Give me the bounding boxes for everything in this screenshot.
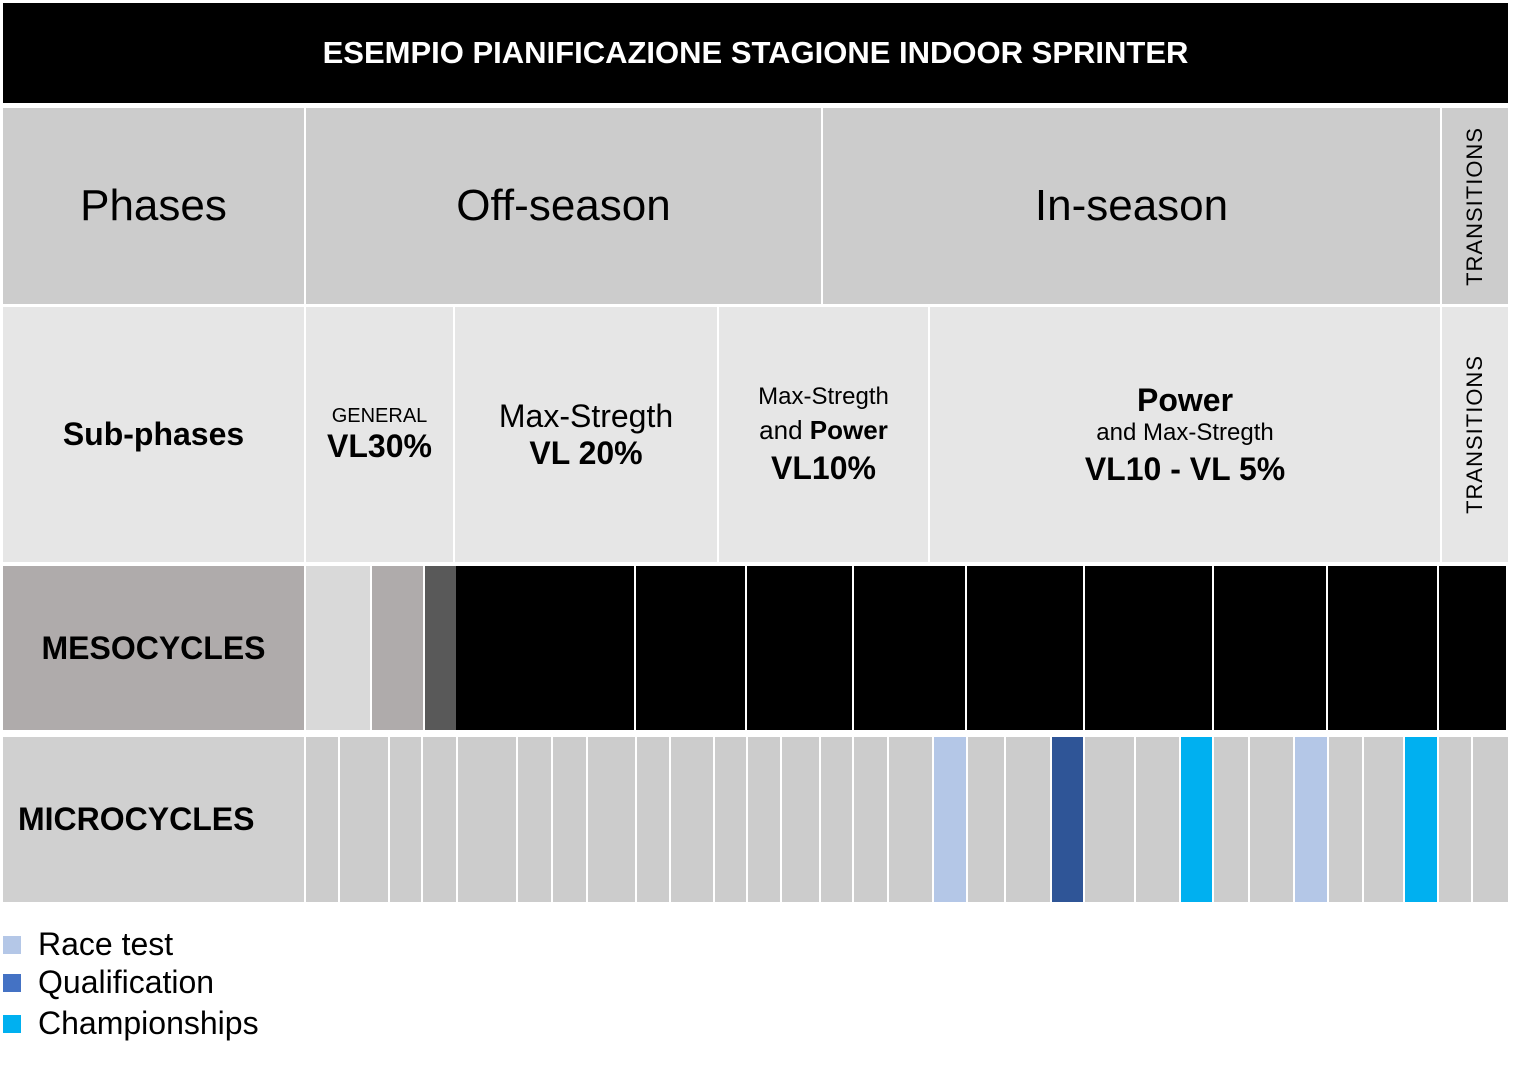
subphase-line: and Max-Stregth [1096, 418, 1274, 446]
mesocycle [1214, 566, 1326, 730]
microcycle [1214, 737, 1248, 902]
microcycle [748, 737, 780, 902]
subphases-label: Sub-phases [62, 416, 245, 452]
microcycle [1006, 737, 1050, 902]
microcycles-label: MICROCYCLES [18, 801, 255, 837]
microcycle [306, 737, 338, 902]
title-bar: ESEMPIO PIANIFICAZIONE STAGIONE INDOOR S… [3, 3, 1508, 103]
microcycle [1136, 737, 1179, 902]
subphase-line: VL10 - VL 5% [1084, 450, 1286, 487]
microcycle [1329, 737, 1362, 902]
microcycle [782, 737, 819, 902]
subphase-word: and [759, 414, 803, 445]
subphase-line: Max-Stregth [498, 397, 674, 434]
phase-cell: In-season [823, 108, 1440, 304]
microcycle [1295, 737, 1327, 902]
microcycle [715, 737, 746, 902]
mesocycle [747, 566, 852, 730]
phase-cell: Off-season [306, 108, 821, 304]
microcycle [1052, 737, 1083, 902]
legend-label: Race test [38, 926, 174, 962]
microcycle [889, 737, 932, 902]
mesocycle [967, 566, 1083, 730]
phases-label-cell: Phases [3, 108, 304, 304]
microcycle [854, 737, 887, 902]
subphase-line: Power [1136, 381, 1234, 418]
microcycle [968, 737, 1004, 902]
microcycle [588, 737, 635, 902]
mesocycle [1439, 566, 1506, 730]
microcycle [1181, 737, 1212, 902]
microcycle [1439, 737, 1471, 902]
microcycle [390, 737, 421, 902]
subphase-cell: Max-Stregth VL 20% [455, 307, 717, 562]
subphase-line: VL30% [327, 427, 432, 464]
microcycle [1364, 737, 1403, 902]
legend-label: Qualification [38, 964, 215, 1000]
phase: Off-season [456, 181, 671, 230]
transitions-cell: TRANSITIONS [1442, 307, 1508, 562]
mesocycle [456, 566, 634, 730]
subphase-cell: Max-Stregth and Power VL10% [719, 307, 928, 562]
microcycle [934, 737, 966, 902]
microcycles-label-cell: MICROCYCLES [3, 737, 304, 902]
microcycle [1405, 737, 1437, 902]
transitions-cell: TRANSITIONS [1442, 108, 1508, 304]
microcycle [1250, 737, 1293, 902]
microcycle [518, 737, 551, 902]
transitions: TRANSITIONS [1462, 355, 1487, 514]
microcycle [1473, 737, 1508, 902]
legend-label: Championships [38, 1005, 259, 1041]
phase: In-season [1034, 181, 1229, 230]
microcycle [340, 737, 388, 902]
subphase-line: GENERAL [331, 404, 428, 427]
legend-item: Race test [3, 926, 173, 963]
mesocycle [636, 566, 745, 730]
microcycle [821, 737, 852, 902]
subphase-cell: Power and Max-Stregth VL10 - VL 5% [930, 307, 1440, 562]
microcycle [553, 737, 586, 902]
mesocycle [372, 566, 423, 730]
transitions: TRANSITIONS [1462, 126, 1487, 286]
microcycle [423, 737, 456, 902]
title: ESEMPIO PIANIFICAZIONE STAGIONE INDOOR S… [322, 35, 1189, 70]
microcycle [637, 737, 669, 902]
microcycle [1085, 737, 1134, 902]
subphase-line: VL10% [771, 449, 876, 486]
mesocycle [1085, 566, 1212, 730]
subphases-label-cell: Sub-phases [3, 307, 304, 562]
mesocycle [425, 566, 456, 730]
microcycle [671, 737, 713, 902]
phases-label: Phases [80, 181, 227, 230]
subphase-cell: GENERAL VL30% [306, 307, 453, 562]
mesocycle [1328, 566, 1437, 730]
microcycle [458, 737, 516, 902]
mesocycles-label-cell: MESOCYCLES [3, 566, 304, 730]
subphase-line: Max-Stregth [758, 382, 889, 410]
subphase-line: VL 20% [529, 434, 643, 471]
legend-item: Qualification [3, 964, 214, 1001]
subphase-word: Power [809, 414, 888, 445]
mesocycles-label: MESOCYCLES [41, 629, 266, 666]
mesocycle [854, 566, 965, 730]
legend-item: Championships [3, 1005, 259, 1042]
mesocycle [306, 566, 370, 730]
